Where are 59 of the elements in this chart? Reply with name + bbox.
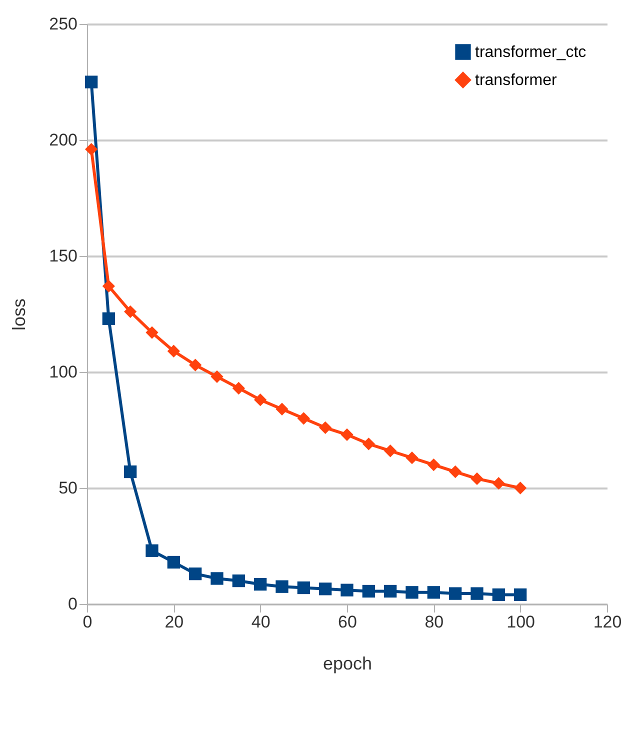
point (276, 580, 288, 593)
point (319, 421, 332, 434)
point (297, 412, 310, 425)
point (514, 482, 527, 494)
point (406, 452, 418, 464)
x-tick-label: 0 (82, 612, 92, 632)
point (254, 394, 267, 406)
point (102, 312, 115, 325)
y-tick-label: 150 (49, 246, 78, 266)
point (319, 582, 332, 596)
point (406, 586, 418, 599)
point (102, 280, 115, 292)
legend-label: transformer_ctc (475, 44, 586, 61)
point (210, 572, 224, 585)
point (189, 358, 202, 372)
point (470, 472, 484, 486)
x-tick-label: 100 (506, 612, 536, 632)
point (470, 587, 484, 600)
y-tick-label: 100 (49, 362, 78, 382)
x-tick-label: 80 (424, 612, 444, 632)
point (254, 578, 267, 591)
point (124, 465, 137, 478)
point (232, 574, 245, 588)
point (167, 556, 180, 569)
point (146, 326, 158, 339)
point (340, 584, 354, 596)
point (427, 458, 440, 472)
x-tick-label: 120 (593, 612, 622, 632)
point (449, 465, 462, 478)
point (384, 444, 397, 458)
point (362, 584, 375, 598)
legend-label: transformer (475, 72, 558, 89)
y-tick-label: 250 (49, 14, 78, 34)
point (514, 588, 527, 602)
point (232, 382, 245, 395)
point (189, 568, 202, 580)
point (85, 142, 98, 156)
x-tick-label: 60 (338, 612, 357, 632)
x-tick-label: 40 (251, 612, 270, 632)
point (492, 588, 505, 602)
y-tick-label: 0 (68, 594, 78, 614)
y-tick-label: 200 (49, 130, 78, 150)
point (85, 76, 98, 88)
x-tick-label: 20 (164, 612, 184, 632)
point (492, 477, 505, 490)
point (167, 344, 180, 358)
x-axis-title: epoch (322, 654, 372, 674)
point (362, 438, 375, 450)
point (427, 586, 440, 599)
point (384, 584, 397, 598)
y-axis-title: loss (9, 298, 30, 331)
point (340, 428, 354, 441)
point (124, 305, 137, 318)
point (297, 581, 310, 594)
point (146, 544, 158, 557)
y-tick-label: 50 (58, 478, 78, 498)
point (210, 370, 224, 383)
point (449, 587, 462, 600)
point (276, 402, 288, 416)
